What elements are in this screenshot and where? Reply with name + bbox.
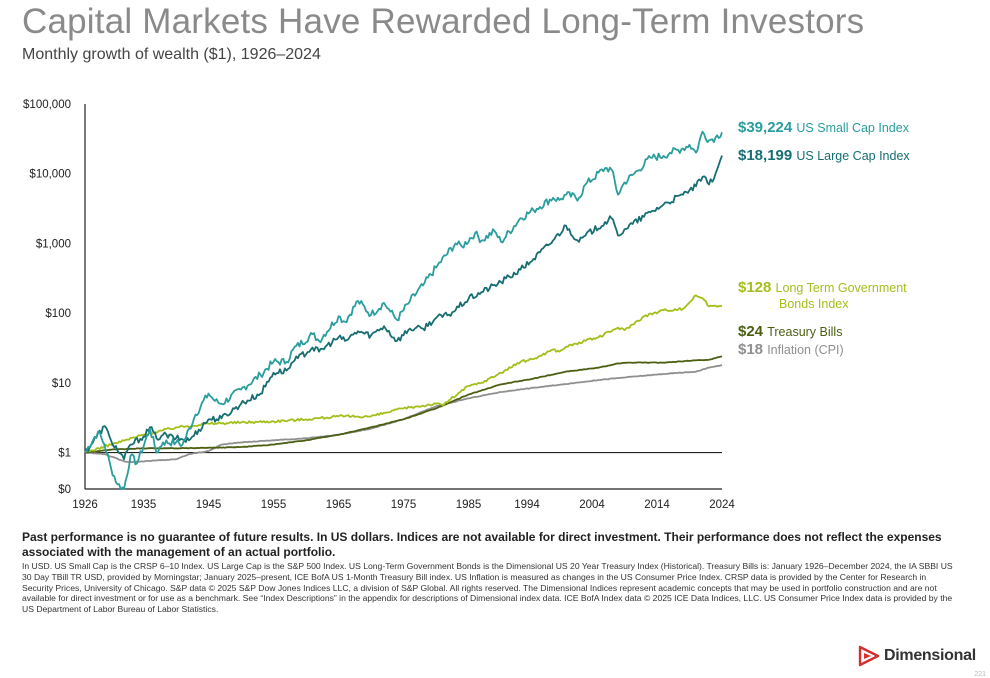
x-tick-label: 2004 bbox=[579, 499, 605, 511]
logo-text: Dimensional bbox=[884, 647, 976, 664]
series-line bbox=[84, 294, 723, 454]
x-tick-label: 1945 bbox=[196, 499, 222, 511]
series-end-label: $39,224 US Small Cap Index bbox=[738, 119, 910, 136]
y-tick-label: $100,000 bbox=[23, 99, 71, 111]
x-tick-label: 1955 bbox=[261, 499, 287, 511]
footnote: In USD. US Small Cap is the CRSP 6–10 In… bbox=[22, 561, 953, 615]
page-number: 221 bbox=[974, 671, 986, 678]
series-line bbox=[84, 130, 723, 491]
performance-disclaimer: Past performance is no guarantee of futu… bbox=[22, 530, 942, 559]
series-end-label-line: Bonds Index bbox=[779, 297, 849, 311]
series-line bbox=[84, 155, 723, 461]
x-tick-label: 1994 bbox=[514, 499, 540, 511]
x-tick-label: 1975 bbox=[391, 499, 417, 511]
x-tick-label: 1935 bbox=[131, 499, 157, 511]
page-title: Capital Markets Have Rewarded Long-Term … bbox=[22, 2, 865, 41]
y-tick-label: $10,000 bbox=[29, 169, 71, 181]
x-tick-label: 1985 bbox=[456, 499, 482, 511]
x-tick-label: 2024 bbox=[709, 499, 735, 511]
dimensional-logo-icon bbox=[858, 645, 880, 667]
y-tick-label: $100 bbox=[45, 308, 71, 320]
series-end-label: $128 Long Term Government bbox=[738, 279, 907, 296]
series-line bbox=[85, 355, 723, 454]
growth-of-wealth-chart: $0 $1 $10 $100 $1,000 $10,000 $100,000 1926 1935… bbox=[23, 99, 910, 511]
x-tick-label: 2014 bbox=[644, 499, 670, 511]
series-end-label: $18,199 US Large Cap Index bbox=[738, 147, 910, 164]
series-end-label: $18 Inflation (CPI) bbox=[738, 341, 844, 358]
page-subtitle: Monthly growth of wealth ($1), 1926–2024 bbox=[22, 46, 321, 63]
dimensional-logo: Dimensional bbox=[858, 645, 976, 667]
y-tick-label: $10 bbox=[52, 378, 71, 390]
y-tick-label: $1 bbox=[58, 448, 71, 460]
series-end-label: $24 Treasury Bills bbox=[738, 323, 842, 340]
y-tick-label: $1,000 bbox=[36, 238, 71, 250]
y-tick-label: $0 bbox=[58, 484, 71, 496]
x-tick-label: 1926 bbox=[72, 499, 98, 511]
x-tick-label: 1965 bbox=[326, 499, 352, 511]
